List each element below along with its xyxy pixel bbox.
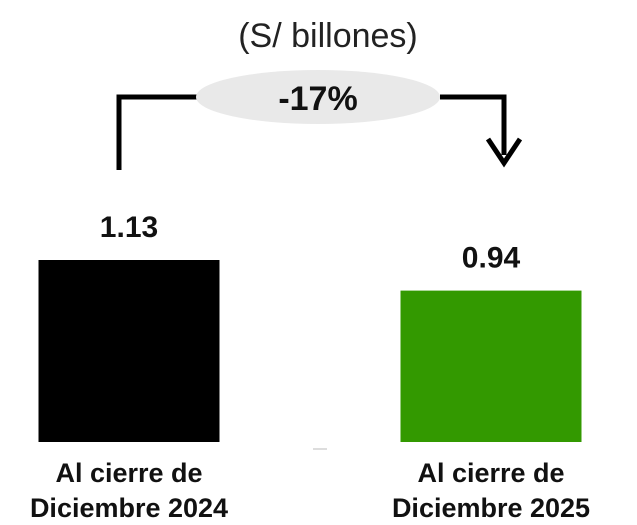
category-label-2-line-1: Al cierre de	[417, 458, 564, 488]
change-badge	[196, 70, 440, 124]
category-label-2-line-2: Diciembre 2025	[392, 493, 590, 523]
change-label: -17%	[278, 80, 357, 118]
change-connector-right	[440, 94, 507, 155]
category-label-1-line-2: Diciembre 2024	[30, 493, 228, 523]
bar-2	[400, 290, 582, 442]
arrow-down-icon	[485, 137, 523, 168]
chart-subtitle: (S/ billones)	[238, 17, 418, 55]
value-label-1: 1.13	[100, 211, 158, 244]
bar-1	[38, 260, 220, 442]
bars-layer: 1.13 Al cierre de Diciembre 2024 0.94 Al cie…	[30, 211, 590, 523]
change-connector-left	[116, 94, 200, 170]
value-label-2: 0.94	[462, 242, 521, 275]
category-label-1-line-1: Al cierre de	[55, 458, 202, 488]
